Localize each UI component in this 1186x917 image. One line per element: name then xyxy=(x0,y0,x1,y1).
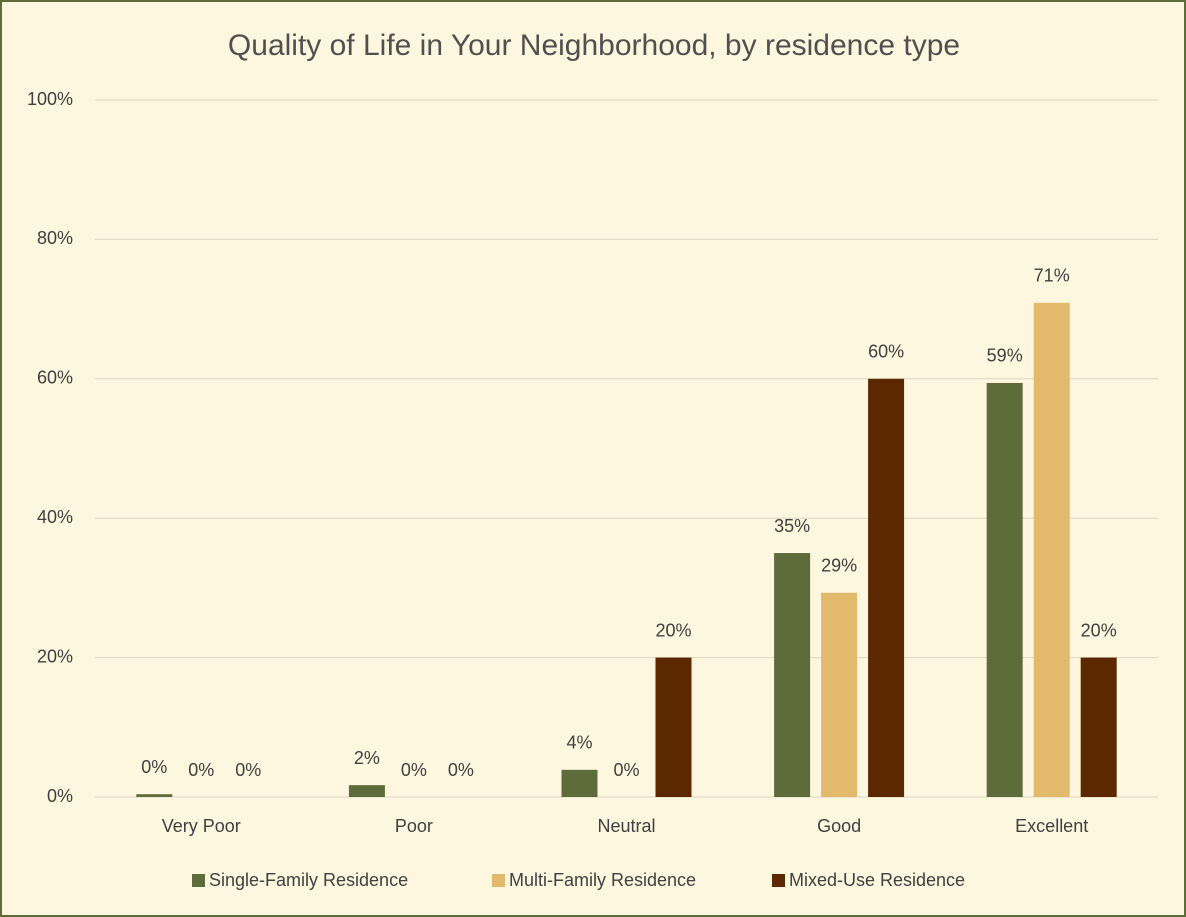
data-label: 35% xyxy=(774,516,810,536)
data-label: 2% xyxy=(354,748,380,768)
y-tick-label: 40% xyxy=(37,507,73,527)
y-tick-label: 80% xyxy=(37,228,73,248)
bar xyxy=(136,794,173,797)
x-tick-label: Excellent xyxy=(1015,816,1088,836)
data-label: 59% xyxy=(987,346,1023,366)
data-label: 29% xyxy=(821,556,857,576)
data-label: 0% xyxy=(141,757,167,777)
bar xyxy=(1033,302,1070,797)
bar xyxy=(1080,657,1117,797)
y-tick-label: 60% xyxy=(37,368,73,388)
legend-label: Single-Family Residence xyxy=(209,870,408,890)
data-label: 60% xyxy=(868,342,904,362)
data-label: 4% xyxy=(566,733,592,753)
chart-title: Quality of Life in Your Neighborhood, by… xyxy=(228,29,960,62)
bar xyxy=(561,769,598,797)
y-tick-label: 20% xyxy=(37,646,73,666)
x-tick-label: Poor xyxy=(395,816,433,836)
y-tick-label: 100% xyxy=(27,89,73,109)
bar xyxy=(774,553,811,797)
legend-label: Mixed-Use Residence xyxy=(789,870,965,890)
data-label: 20% xyxy=(1081,620,1117,640)
bar xyxy=(655,657,692,797)
x-tick-label: Very Poor xyxy=(162,816,241,836)
data-label: 20% xyxy=(655,620,691,640)
legend-label: Multi-Family Residence xyxy=(509,870,696,890)
bar xyxy=(821,592,858,797)
bar xyxy=(868,378,905,797)
bar xyxy=(986,382,1023,797)
data-label: 0% xyxy=(448,760,474,780)
legend-swatch xyxy=(772,874,785,887)
legend-swatch xyxy=(192,874,205,887)
data-label: 0% xyxy=(188,760,214,780)
x-tick-label: Good xyxy=(817,816,861,836)
x-tick-label: Neutral xyxy=(597,816,655,836)
bar xyxy=(348,785,385,797)
data-label: 71% xyxy=(1034,266,1070,286)
data-label: 0% xyxy=(613,760,639,780)
y-tick-label: 0% xyxy=(47,786,73,806)
data-label: 0% xyxy=(235,760,261,780)
legend-swatch xyxy=(492,874,505,887)
data-label: 0% xyxy=(401,760,427,780)
